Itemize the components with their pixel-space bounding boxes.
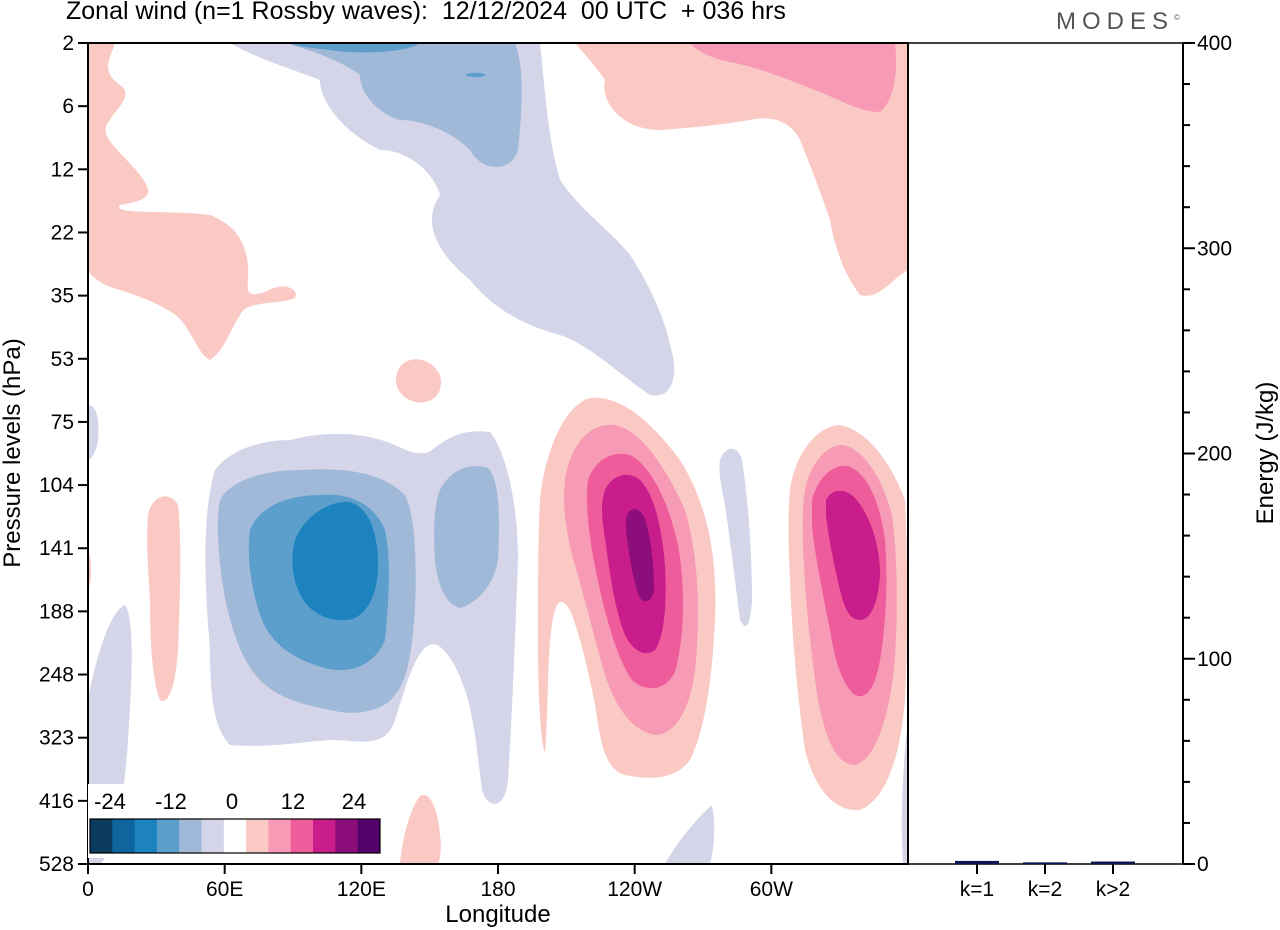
energy-axis: 0 100 200 300 400 xyxy=(1183,32,1232,876)
colorbar-swatch xyxy=(223,819,247,853)
y-tick-label: 75 xyxy=(51,411,74,434)
contour-neg-upper-dot xyxy=(465,72,486,78)
colorbar-label: 24 xyxy=(342,789,366,814)
energy-bars: k=1 k=2 k>2 xyxy=(955,860,1135,901)
contour-neg-right-edge xyxy=(901,720,908,864)
colorbar-swatch xyxy=(112,819,136,853)
colorbar-swatch xyxy=(134,819,158,853)
y-tick-label: 188 xyxy=(39,600,74,623)
contour-neg-secondary xyxy=(434,466,499,608)
x-tick-label: 60E xyxy=(206,878,243,901)
colorbar-label: -12 xyxy=(155,789,187,814)
y-tick-label: 416 xyxy=(39,790,74,813)
y-tick-label: 53 xyxy=(51,348,74,371)
contour-neg-bottom-right xyxy=(665,805,715,864)
colorbar-swatch xyxy=(201,819,225,853)
contour-neg-upper-inner xyxy=(285,43,522,167)
energy-bar xyxy=(955,860,999,864)
energy-tick-label: 100 xyxy=(1197,648,1232,671)
contour-pos-upper-right-outer xyxy=(575,43,908,296)
colorbar-swatch xyxy=(246,819,269,853)
contour-neg-strip xyxy=(719,448,752,626)
colorbar-label: 0 xyxy=(226,789,238,814)
colorbar-swatch xyxy=(313,819,336,853)
colorbar-swatch xyxy=(268,819,292,853)
contour-neg-main-core xyxy=(292,501,378,621)
heatmap-contours xyxy=(88,43,908,864)
colorbar-swatch xyxy=(290,819,314,853)
colorbar-swatch xyxy=(335,819,359,853)
contour-neg-upper-outer xyxy=(230,43,675,396)
contour-pos-upper-right-inner xyxy=(690,43,897,112)
x-tick-label: 120W xyxy=(607,878,662,901)
energy-tick-label: 300 xyxy=(1197,237,1232,260)
y-axis-title: Pressure levels (hPa) xyxy=(0,338,26,567)
contour-neg-upper-core xyxy=(290,43,420,53)
energy-category-label: k=1 xyxy=(960,878,994,901)
x-tick-label: 60W xyxy=(750,878,793,901)
x-axis-title: Longitude xyxy=(445,901,550,928)
y-tick-label: 104 xyxy=(39,474,74,497)
colorbar: -24 -12 0 12 24 xyxy=(88,784,382,858)
contour-neg-left-edge xyxy=(88,405,99,460)
colorbar-swatch xyxy=(90,819,113,853)
y-tick-label: 323 xyxy=(39,727,74,750)
colorbar-label: -24 xyxy=(94,789,126,814)
pressure-axis: 2 6 12 22 35 53 75 104 141 188 248 323 416 528 xyxy=(39,32,88,876)
energy-bar xyxy=(1091,861,1135,864)
contour-pos-120w-core xyxy=(625,509,654,602)
contour-pos-mid-left xyxy=(395,359,441,403)
contour-pos-30w-core xyxy=(826,490,880,620)
energy-category-label: k>2 xyxy=(1096,878,1130,901)
x-tick-label: 0 xyxy=(82,878,94,901)
energy-tick-label: 0 xyxy=(1197,853,1209,876)
longitude-axis: 0 60E 120E 180 120W 60W xyxy=(82,864,793,901)
y-tick-label: 6 xyxy=(62,95,74,118)
energy-tick-label: 200 xyxy=(1197,443,1232,466)
y-tick-label: 35 xyxy=(51,285,74,308)
brand-name: MODES xyxy=(1056,8,1175,35)
contour-pos-upper-left xyxy=(88,43,296,360)
contour-pos-bottom xyxy=(400,794,441,864)
y-tick-label: 12 xyxy=(51,158,74,181)
energy-bar xyxy=(1023,862,1067,864)
energy-axis-title: Energy (J/kg) xyxy=(1252,382,1279,525)
y-tick-label: 528 xyxy=(39,853,74,876)
contour-pos-narrow-left xyxy=(147,496,181,701)
brand-logo: MODES© xyxy=(1056,8,1180,36)
x-tick-label: 180 xyxy=(480,878,515,901)
colorbar-label: 12 xyxy=(281,789,305,814)
colorbar-swatch xyxy=(179,819,203,853)
x-tick-label: 120E xyxy=(337,878,386,901)
colorbar-frame xyxy=(89,818,381,854)
y-tick-label: 248 xyxy=(39,664,74,687)
energy-tick-label: 400 xyxy=(1197,32,1232,55)
colorbar-swatch xyxy=(357,819,381,853)
brand-mark: © xyxy=(1174,13,1180,22)
y-tick-label: 141 xyxy=(39,537,74,560)
energy-category-label: k=2 xyxy=(1028,878,1062,901)
y-tick-label: 22 xyxy=(51,221,74,244)
colorbar-swatch xyxy=(156,819,180,853)
chart-title: Zonal wind (n=1 Rossby waves): 12/12/202… xyxy=(66,0,786,25)
y-tick-label: 2 xyxy=(62,32,74,55)
